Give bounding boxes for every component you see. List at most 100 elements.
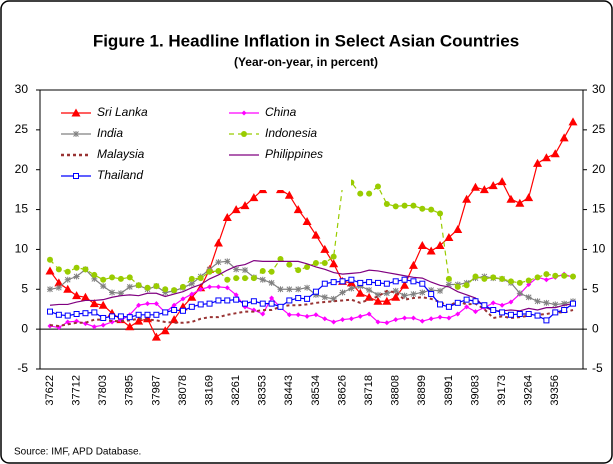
data-point [453,225,463,233]
data-point [304,313,310,319]
data-point [89,299,99,308]
data-point [339,289,346,296]
data-point [153,283,160,290]
data-point [499,309,506,316]
data-point [72,291,82,300]
data-point [533,158,543,167]
data-point [481,302,488,309]
data-point [242,300,249,307]
data-point [417,240,427,249]
data-point [144,284,151,291]
legend-label: Malaysia [97,147,145,161]
data-point [515,198,525,207]
data-point [348,316,354,322]
data-point [187,292,197,301]
data-point [91,271,98,278]
data-point [313,312,319,318]
data-point [100,283,107,290]
data-point [570,300,576,307]
data-point [198,286,204,292]
data-point [384,320,390,326]
data-point [392,287,399,294]
data-point [47,286,53,293]
data-point [117,313,124,320]
legend-label: Sri Lanka [97,105,148,119]
data-point [348,285,355,292]
data-point [445,275,452,282]
x-tick-label: 39173 [496,375,508,406]
data-point [490,307,497,314]
data-point [428,287,435,294]
data-point [331,319,337,325]
data-point [525,294,532,301]
legend-label: Philippines [265,147,323,161]
data-point [171,287,178,294]
legend-label: Indonesia [265,126,317,140]
data-point [206,300,213,307]
data-point [393,317,399,323]
data-point [357,190,364,197]
y2-tick-label: 30 [592,82,606,96]
data-point [330,295,337,302]
data-point [499,275,506,282]
data-point [135,282,142,289]
legend-marker [241,131,247,137]
data-point [446,315,452,321]
data-point [250,275,257,282]
data-point [169,315,179,324]
data-point [54,278,64,287]
data-point [311,230,321,239]
data-point [374,279,381,286]
data-point [507,278,514,285]
x-tick-label: 38169 [203,375,215,406]
y-tick-label: 0 [21,321,28,335]
data-point [312,288,319,295]
data-point [355,288,365,297]
data-point [151,332,161,341]
y-tick-label: 20 [15,162,29,176]
chart-title: Figure 1. Headline Inflation in Select A… [93,31,519,50]
data-point [507,311,514,318]
data-point [197,301,204,308]
data-point [534,274,541,281]
x-tick-label: 38808 [390,375,402,406]
data-point [383,290,390,297]
x-tick-label: 38353 [257,375,269,406]
data-point [428,316,434,322]
data-point [426,246,436,255]
x-tick-label: 38261 [230,375,242,406]
data-point [73,273,80,280]
data-point [126,314,133,321]
data-point [506,194,516,203]
data-point [268,279,275,286]
data-point [179,283,186,290]
data-point [126,283,133,290]
data-point [82,266,89,273]
data-point [109,274,116,281]
data-point [269,295,275,301]
data-point [136,302,142,308]
data-point [488,181,498,190]
data-point [340,317,346,323]
x-tick-label: 38078 [177,375,189,406]
data-point [543,277,549,283]
data-point [481,275,488,282]
x-tick-label: 38718 [363,375,375,406]
data-point [197,275,204,282]
data-point [55,284,62,291]
data-point [277,303,284,310]
series-line [49,289,574,327]
data-point [286,297,293,304]
data-point [206,268,213,275]
data-point [109,313,116,320]
data-point [419,280,426,287]
y2-tick-label: 25 [592,122,606,136]
data-point [286,261,293,268]
data-point [153,301,159,307]
data-point [179,307,186,314]
data-point [462,194,472,203]
x-tick-label: 38991 [443,375,455,406]
data-point [63,284,73,293]
data-point [162,309,169,316]
data-point [277,255,284,262]
